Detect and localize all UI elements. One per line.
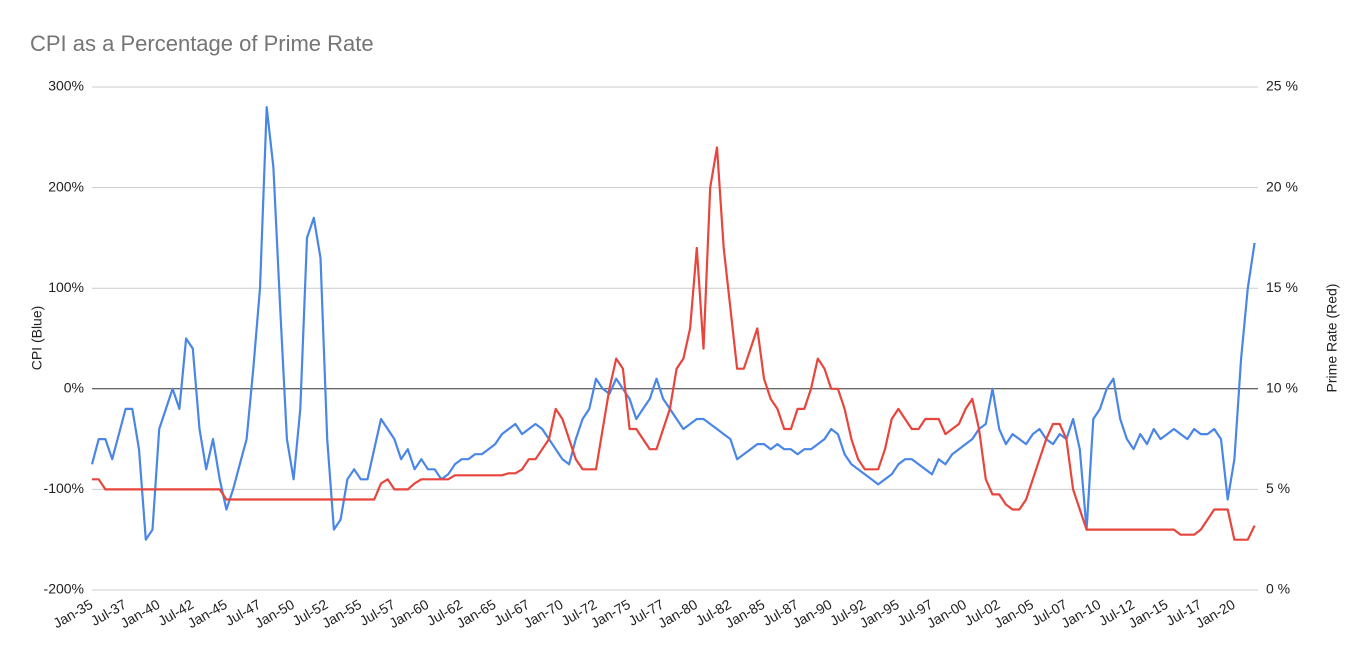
y2-tick-label: 20 % <box>1266 178 1298 194</box>
y-tick-label: 100% <box>48 279 84 295</box>
y2-tick-label: 25 % <box>1266 78 1298 94</box>
chart-title: CPI as a Percentage of Prime Rate <box>30 31 374 56</box>
x-tick-label: Jan-20 <box>1193 596 1238 631</box>
y-tick-label: 200% <box>48 178 84 194</box>
y-tick-label: -200% <box>44 581 84 597</box>
y2-tick-label: 0 % <box>1266 581 1290 597</box>
y2-tick-label: 15 % <box>1266 279 1298 295</box>
y2-axis-title: Prime Rate (Red) <box>1324 284 1340 393</box>
y-tick-label: 0% <box>64 380 84 396</box>
y-tick-label: -100% <box>44 480 84 496</box>
y2-tick-label: 5 % <box>1266 480 1290 496</box>
y2-tick-label: 10 % <box>1266 380 1298 396</box>
series-line <box>92 146 1256 541</box>
y-tick-label: 300% <box>48 78 84 94</box>
series-line <box>90 106 1256 541</box>
y-axis-title: CPI (Blue) <box>29 306 45 371</box>
